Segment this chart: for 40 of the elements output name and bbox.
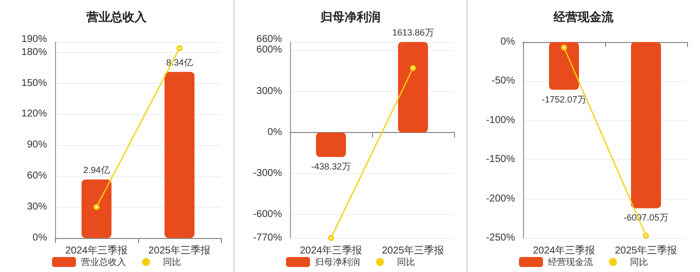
chart-title: 归母净利润 bbox=[320, 10, 380, 24]
x-tick-label: 2025年三季报 bbox=[148, 244, 211, 256]
y-tick-label: -150% bbox=[486, 154, 516, 166]
y-tick-label: -770% bbox=[253, 232, 282, 244]
x-tick-label: 2025年三季报 bbox=[614, 244, 678, 256]
y-tick-label: -250% bbox=[486, 232, 516, 244]
y-tick-label: 0% bbox=[32, 232, 48, 244]
y-tick-label: 0% bbox=[268, 126, 282, 138]
y-tick-label: -300% bbox=[253, 168, 282, 180]
y-tick-label: 660% bbox=[256, 34, 282, 45]
y-tick-label: -100% bbox=[486, 114, 516, 126]
y-tick-label: -200% bbox=[486, 193, 516, 204]
y-tick-label: 60% bbox=[26, 170, 48, 182]
y-tick-label: 30% bbox=[26, 202, 48, 213]
y-tick-label: 600% bbox=[256, 44, 282, 56]
legend-label: 同比 bbox=[397, 257, 415, 267]
x-tick-label: 2024年三季报 bbox=[532, 244, 596, 256]
y-tick-label: 150% bbox=[21, 78, 48, 89]
legend-label: 经营现金流 bbox=[548, 257, 593, 267]
y-tick-label: 120% bbox=[21, 108, 48, 120]
data-label: 1613.86万 bbox=[392, 28, 434, 38]
x-tick-label: 2025年三季报 bbox=[382, 244, 444, 256]
y-tick-label: 190% bbox=[21, 34, 48, 45]
data-label: 2.94亿 bbox=[83, 164, 110, 175]
legend-label: 同比 bbox=[630, 257, 648, 267]
x-tick-label: 2024年三季报 bbox=[65, 244, 128, 256]
y-tick-label: 300% bbox=[256, 86, 282, 97]
x-tick-label: 2024年三季报 bbox=[300, 244, 362, 256]
y-tick-label: 90% bbox=[26, 140, 48, 151]
y-tick-label: -50% bbox=[492, 76, 516, 87]
legend-label: 同比 bbox=[163, 257, 181, 267]
y-tick-label: -600% bbox=[253, 209, 282, 220]
chart-title: 营业总收入 bbox=[86, 10, 148, 24]
data-label: -1752.07万 bbox=[542, 94, 586, 104]
data-label: -438.32万 bbox=[311, 162, 351, 172]
legend-label: 归母净利润 bbox=[315, 257, 360, 267]
legend-label: 营业总收入 bbox=[81, 257, 126, 267]
y-tick-label: 0% bbox=[500, 36, 516, 48]
y-tick-label: 180% bbox=[21, 46, 48, 58]
chart-title: 经营现金流 bbox=[552, 10, 614, 24]
